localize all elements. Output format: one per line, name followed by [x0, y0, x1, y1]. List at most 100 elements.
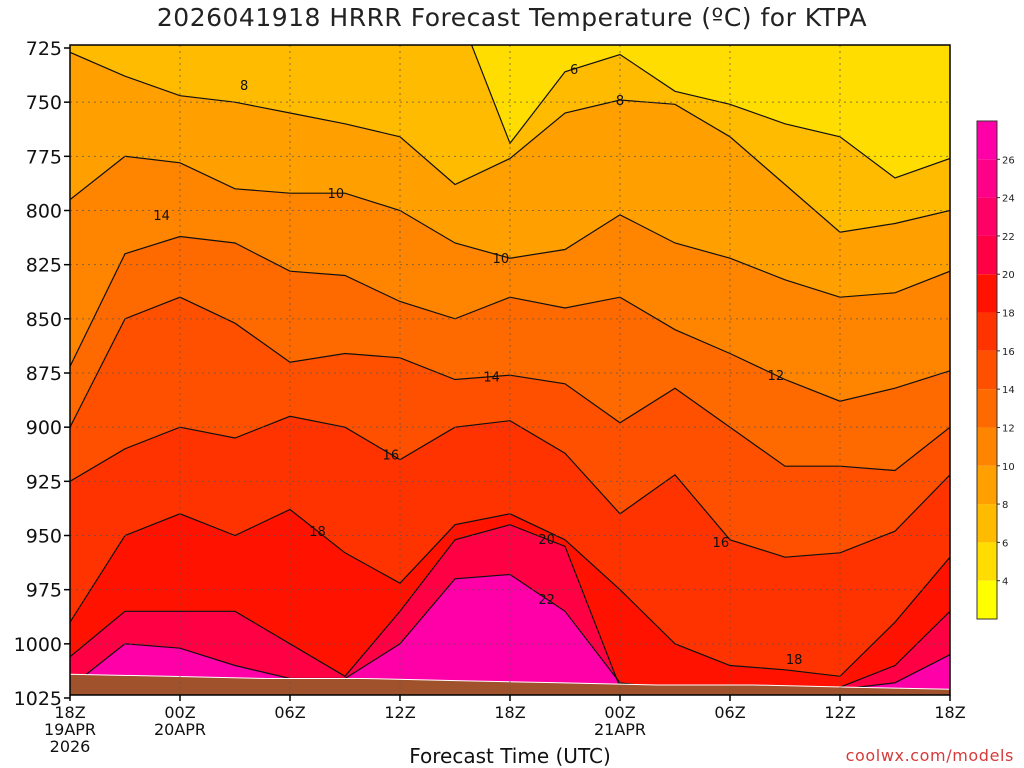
y-tick-label: 750: [26, 92, 62, 114]
x-tick-label: 00Z 21APR: [594, 703, 646, 739]
contour-6: [470, 45, 950, 179]
colorbar-band-16: [977, 312, 997, 351]
y-tick-label: 975: [26, 580, 62, 602]
x-tick-line: 12Z: [824, 703, 855, 722]
credit-link[interactable]: coolwx.com/models: [845, 746, 1014, 765]
y-tick-label: 850: [26, 309, 62, 331]
colorbar-band-24: [977, 159, 997, 198]
colorbar-tick-label: 14: [1002, 385, 1015, 396]
contour-label-text: 8: [616, 94, 624, 109]
ground-layer: [70, 673, 950, 695]
colorbar-tick-label: 20: [1002, 270, 1015, 281]
colorbar-tick-label: 26: [1002, 155, 1015, 166]
colorbar-band-26: [977, 121, 997, 160]
contour-label: 10: [328, 187, 345, 202]
contour-label: 16: [713, 536, 730, 551]
colorbar-band-14: [977, 350, 997, 390]
y-tick-label: 1000: [14, 634, 62, 656]
contour-16: [70, 415, 950, 558]
x-tick-line: 06Z: [714, 703, 745, 722]
contour-label: 14: [153, 209, 170, 224]
colorbar-tick-label: 4: [1002, 577, 1008, 588]
contour-label: 14: [483, 371, 500, 386]
x-tick-label: 18Z 19APR 2026: [44, 703, 96, 756]
contour-label: 18: [309, 525, 326, 540]
x-tick-line: 18Z: [54, 703, 85, 722]
contour-label: 12: [768, 369, 785, 384]
contour-label: 16: [383, 448, 400, 463]
x-tick-line: 12Z: [384, 703, 415, 722]
x-tick-label: 12Z: [824, 703, 855, 722]
y-tick-label: 775: [26, 146, 62, 168]
colorbar-tick-label: 6: [1002, 538, 1008, 549]
contour-label: 18: [786, 653, 803, 668]
contour-label: 22: [538, 593, 555, 608]
contour-label: 6: [570, 63, 578, 78]
y-tick-label: 800: [26, 201, 62, 223]
x-tick-line: 2026: [50, 737, 91, 756]
x-tick-line: 18Z: [934, 703, 965, 722]
contour-label-text: 22: [538, 593, 555, 608]
contour-label-text: 18: [309, 525, 326, 540]
colorbar-band-2: [977, 580, 997, 619]
contour-label-text: 8: [240, 79, 248, 94]
x-tick-label: 06Z: [274, 703, 305, 722]
contour-labels: 6 8 10 12 14 16 18 20 22 8 10 14 16 18: [153, 63, 803, 668]
band-below-6: [471, 45, 950, 178]
x-axis-label: Forecast Time (UTC): [409, 744, 611, 768]
contour-label-text: 16: [383, 448, 400, 463]
colorbar-band-6: [977, 504, 997, 543]
contour-10: [70, 155, 950, 298]
x-tick-line: 06Z: [274, 703, 305, 722]
x-tick-line: 20APR: [154, 720, 206, 739]
x-tick-label: 06Z: [714, 703, 745, 722]
chart-title: 2026041918 HRRR Forecast Temperature (ºC…: [156, 3, 868, 32]
x-tick-label: 12Z: [384, 703, 415, 722]
ground-surface: [70, 673, 950, 695]
colorbar: 4 6 8 10 12 14 16 18 20 22 24 26: [976, 120, 1015, 620]
x-tick-line: 18Z: [494, 703, 525, 722]
x-tick-label: 18Z: [494, 703, 525, 722]
colorbar-band-22: [977, 197, 997, 236]
colorbar-tick-label: 10: [1002, 462, 1015, 473]
contour-label-text: 14: [153, 209, 170, 224]
y-tick-label: 825: [26, 255, 62, 277]
colorbar-band-4: [977, 542, 997, 581]
contour-label-text: 10: [493, 252, 510, 267]
colorbar-tick-label: 8: [1002, 500, 1008, 511]
colorbar-band-18: [977, 274, 997, 313]
colorbar-band-20: [977, 235, 997, 275]
colorbar-band-10: [977, 427, 997, 466]
x-tick-line: 21APR: [594, 720, 646, 739]
contour-label-text: 20: [538, 533, 555, 548]
contour-label-text: 14: [483, 371, 500, 386]
y-tick-label: 925: [26, 471, 62, 493]
contour-8: [70, 51, 950, 233]
contour-label-text: 16: [713, 536, 730, 551]
grid-lines: [70, 45, 950, 695]
colorbar-band-12: [977, 389, 997, 428]
x-tick-label: 18Z: [934, 703, 965, 722]
y-tick-label: 725: [26, 38, 62, 60]
x-tick-label: 00Z 20APR: [154, 703, 206, 739]
colorbar-tick-label: 18: [1002, 309, 1015, 320]
contour-label: 20: [538, 533, 555, 548]
contour-label-text: 18: [786, 653, 803, 668]
y-axis: 725 750 775 800 825 850 875 900 925 950 975 1000 102…: [14, 38, 70, 710]
contour-label-text: 6: [570, 63, 578, 78]
y-tick-label: 875: [26, 363, 62, 385]
contour-label-text: 12: [768, 369, 785, 384]
colorbar-band-8: [977, 465, 997, 505]
x-tick-line: 00Z: [164, 703, 195, 722]
y-tick-label: 950: [26, 526, 62, 548]
colorbar-tick-label: 22: [1002, 232, 1015, 243]
colorbar-tick-label: 16: [1002, 347, 1015, 358]
contour-label: 10: [493, 252, 510, 267]
y-tick-label: 1025: [14, 688, 62, 710]
colorbar-frame: [976, 120, 998, 620]
x-tick-line: 00Z: [604, 703, 635, 722]
contour-label: 8: [616, 94, 624, 109]
colorbar-tick-label: 12: [1002, 423, 1015, 434]
